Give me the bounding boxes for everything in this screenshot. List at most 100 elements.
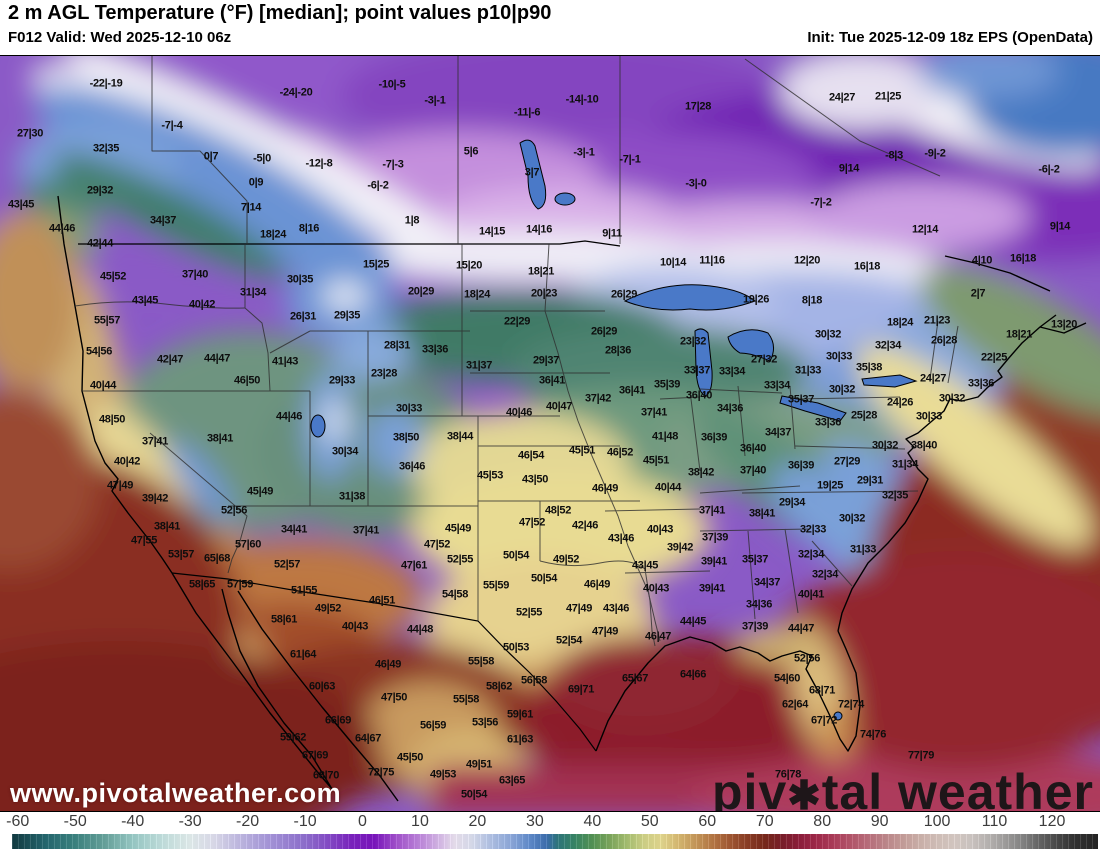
point-value: 30|32 — [838, 512, 866, 525]
point-value: 43|45 — [7, 198, 35, 211]
point-value: 36|46 — [398, 460, 426, 473]
point-value: 50|53 — [502, 641, 530, 654]
point-value: 18|21 — [1005, 328, 1033, 341]
point-value: 41|48 — [651, 430, 679, 443]
point-value: 27|30 — [16, 127, 44, 140]
point-value: 46|50 — [233, 374, 261, 387]
point-value: 18|21 — [527, 265, 555, 278]
point-value: 47|49 — [565, 602, 593, 615]
point-value: 12|14 — [911, 223, 939, 236]
point-value: 24|26 — [886, 396, 914, 409]
point-value: -6|-2 — [1038, 163, 1060, 176]
point-value: 45|52 — [99, 270, 127, 283]
point-value: 47|55 — [130, 534, 158, 547]
point-value: 42|47 — [156, 353, 184, 366]
point-value: 29|33 — [328, 374, 356, 387]
point-value: 14|16 — [525, 223, 553, 236]
point-value: 30|32 — [814, 328, 842, 341]
point-value: 38|41 — [206, 432, 234, 445]
colorbar-tick: 120 — [1038, 813, 1066, 830]
point-value: 42|44 — [86, 237, 114, 250]
point-value: 29|34 — [778, 496, 806, 509]
point-value: 0|7 — [203, 150, 219, 163]
point-value: 55|58 — [452, 693, 480, 706]
point-value: 58|65 — [188, 578, 216, 591]
point-value: 9|14 — [838, 162, 860, 175]
point-value: 38|44 — [446, 430, 474, 443]
point-value: 65|68 — [203, 552, 231, 565]
point-value: 33|34 — [718, 365, 746, 378]
point-value: 36|41 — [618, 384, 646, 397]
point-value: 29|32 — [86, 184, 114, 197]
point-value: 26|28 — [930, 334, 958, 347]
point-value: 36|39 — [787, 459, 815, 472]
point-value: 34|37 — [149, 214, 177, 227]
point-value: 57|60 — [234, 538, 262, 551]
point-value: 74|76 — [859, 728, 887, 741]
point-value: 40|42 — [113, 455, 141, 468]
point-value: 47|50 — [380, 691, 408, 704]
point-value: 37|41 — [352, 524, 380, 537]
point-value: 16|18 — [1009, 252, 1037, 265]
point-value: 31|37 — [465, 359, 493, 372]
point-value: -6|-2 — [367, 179, 389, 192]
point-value: 35|38 — [855, 361, 883, 374]
point-value: 38|40 — [910, 439, 938, 452]
point-value: 55|59 — [482, 579, 510, 592]
point-value: 4|10 — [971, 254, 993, 267]
point-value: 26|29 — [590, 325, 618, 338]
colorbar-tick: -10 — [293, 813, 317, 830]
point-value: 42|46 — [571, 519, 599, 532]
point-value: 54|60 — [773, 672, 801, 685]
point-value: 40|43 — [341, 620, 369, 633]
point-value: 46|51 — [368, 594, 396, 607]
point-value: 43|50 — [521, 473, 549, 486]
point-value: 0|9 — [248, 176, 264, 189]
point-value: 34|41 — [280, 523, 308, 536]
colorbar-tick: -50 — [63, 813, 87, 830]
colorbar-tick: 60 — [698, 813, 717, 830]
point-value: 24|27 — [828, 91, 856, 104]
point-value: 37|39 — [701, 531, 729, 544]
point-value: 32|33 — [799, 523, 827, 536]
point-value: 35|39 — [653, 378, 681, 391]
point-value: 21|25 — [874, 90, 902, 103]
point-value: 52|56 — [220, 504, 248, 517]
point-value: 33|34 — [763, 379, 791, 392]
point-value: -9|-2 — [924, 147, 946, 160]
point-value: 16|18 — [853, 260, 881, 273]
point-value: 39|41 — [700, 555, 728, 568]
point-value: 32|34 — [811, 568, 839, 581]
point-value: 10|14 — [659, 256, 687, 269]
point-value: 49|52 — [314, 602, 342, 615]
point-value: 22|25 — [980, 351, 1008, 364]
point-value: 46|49 — [591, 482, 619, 495]
point-value: 57|59 — [226, 578, 254, 591]
country-borders — [78, 240, 621, 752]
point-value: -3|-1 — [424, 94, 446, 107]
point-value: 30|32 — [828, 383, 856, 396]
point-value: 30|32 — [871, 439, 899, 452]
point-value: 24|27 — [919, 372, 947, 385]
point-value: 63|65 — [498, 774, 526, 787]
point-value: 12|20 — [793, 254, 821, 267]
point-value: 47|52 — [518, 516, 546, 529]
point-value: 64|66 — [679, 668, 707, 681]
point-value: 34|37 — [764, 426, 792, 439]
point-value: 40|44 — [654, 481, 682, 494]
point-value: -5|0 — [253, 152, 271, 165]
colorbar-tick: -20 — [236, 813, 260, 830]
point-value: 34|37 — [753, 576, 781, 589]
point-value: 33|37 — [683, 364, 711, 377]
colorbar-tick: -60 — [6, 813, 30, 830]
point-value: 35|37 — [741, 553, 769, 566]
point-value: 40|42 — [188, 298, 216, 311]
point-value: 5|6 — [463, 145, 479, 158]
point-value: 55|57 — [93, 314, 121, 327]
point-value: 53|57 — [167, 548, 195, 561]
point-value: 33|36 — [967, 377, 995, 390]
point-value: 45|49 — [246, 485, 274, 498]
point-value: 17|28 — [684, 100, 712, 113]
point-value: 32|35 — [881, 489, 909, 502]
point-value: -7|-2 — [810, 196, 832, 209]
